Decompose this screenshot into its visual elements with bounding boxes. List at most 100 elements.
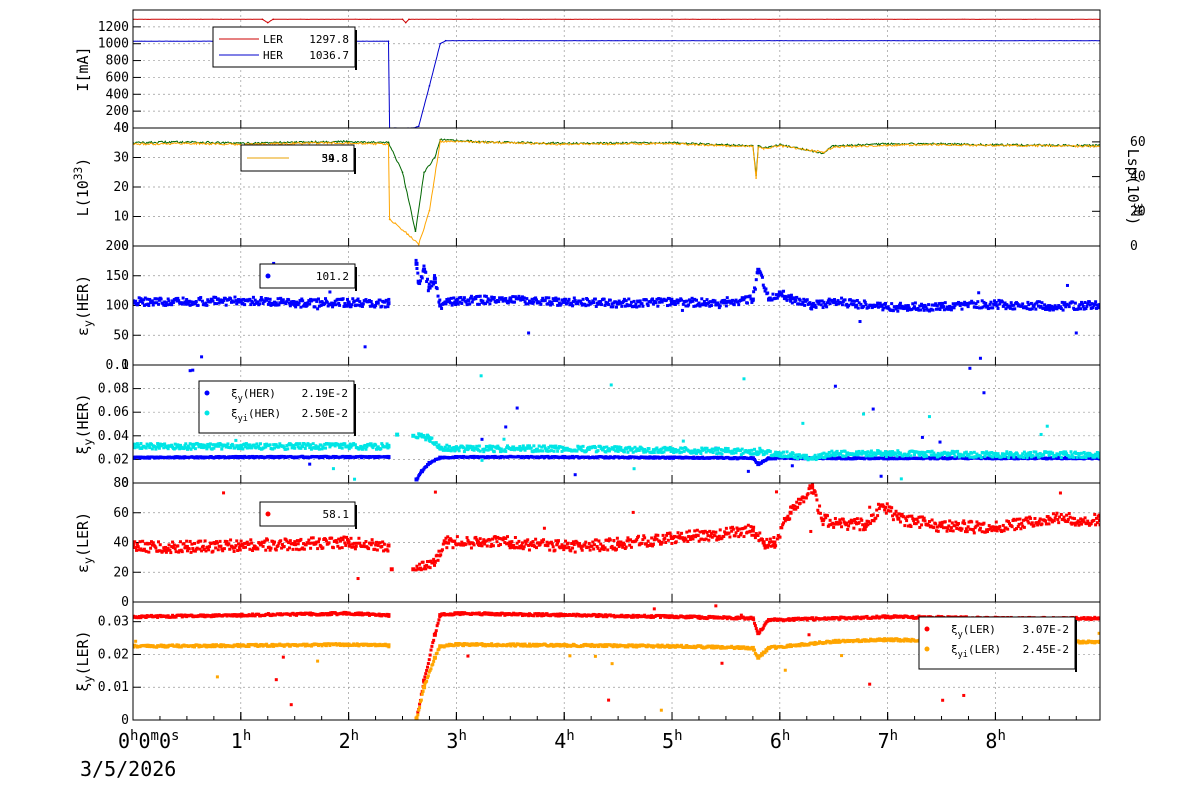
data-point xyxy=(844,298,847,301)
data-point xyxy=(809,530,812,533)
data-point-key xyxy=(670,456,674,460)
data-point xyxy=(228,548,231,551)
data-point xyxy=(597,539,600,542)
data-point xyxy=(855,450,858,453)
data-point xyxy=(1068,512,1071,515)
data-point-key xyxy=(293,542,297,546)
data-point xyxy=(504,297,507,300)
data-point xyxy=(882,306,885,309)
data-point xyxy=(802,454,805,457)
data-point xyxy=(603,298,606,301)
data-point xyxy=(141,540,144,543)
data-point xyxy=(437,550,440,553)
data-point xyxy=(172,301,175,304)
data-point xyxy=(859,303,862,306)
legend-series-value: 2.50E-2 xyxy=(302,407,348,420)
data-point xyxy=(611,545,614,548)
data-point xyxy=(655,301,658,304)
data-point xyxy=(607,303,610,306)
legend-shadow xyxy=(355,30,357,70)
data-point xyxy=(223,547,226,550)
data-point xyxy=(714,531,717,534)
y-axis-label: L(1033) xyxy=(72,158,92,217)
data-point xyxy=(810,307,813,310)
data-point xyxy=(200,549,203,552)
data-point xyxy=(357,298,360,301)
y-tick-label: 80 xyxy=(113,476,129,491)
data-point xyxy=(719,304,722,307)
data-point-key xyxy=(562,447,566,451)
data-point xyxy=(968,367,971,370)
data-point xyxy=(538,445,541,448)
data-point xyxy=(875,452,878,455)
data-point xyxy=(309,443,312,446)
data-point xyxy=(254,299,257,302)
data-point xyxy=(852,303,855,306)
series-2-point xyxy=(671,143,673,145)
data-point xyxy=(604,546,607,549)
data-point xyxy=(713,299,716,302)
data-point xyxy=(615,306,618,309)
data-point xyxy=(955,527,958,530)
data-point xyxy=(865,303,868,306)
data-point xyxy=(375,541,378,544)
data-point xyxy=(895,455,898,458)
data-point xyxy=(488,539,491,542)
data-point xyxy=(480,544,483,547)
data-point xyxy=(700,297,703,300)
data-point xyxy=(1009,307,1012,310)
data-point xyxy=(753,448,756,451)
data-point xyxy=(416,272,419,275)
data-point xyxy=(386,550,389,553)
data-point xyxy=(264,549,267,552)
data-point xyxy=(159,543,162,546)
data-point xyxy=(1093,513,1096,516)
data-point xyxy=(879,450,882,453)
y-tick-label: 40 xyxy=(113,536,129,551)
data-point xyxy=(899,302,902,305)
data-point xyxy=(928,520,931,523)
series-1-point xyxy=(408,18,410,20)
data-point xyxy=(862,305,865,308)
data-point xyxy=(741,448,744,451)
data-point-key xyxy=(386,455,390,459)
data-point xyxy=(227,542,230,545)
data-point xyxy=(216,542,219,545)
data-point xyxy=(609,538,612,541)
data-point xyxy=(870,450,873,453)
data-point xyxy=(791,464,794,467)
data-point-key xyxy=(411,567,415,571)
data-point xyxy=(630,546,633,549)
data-point xyxy=(685,531,688,534)
data-point xyxy=(643,536,646,539)
series-2-point xyxy=(388,40,390,42)
data-point xyxy=(556,450,559,453)
data-point xyxy=(338,547,341,550)
data-point xyxy=(433,274,436,277)
data-point xyxy=(157,540,160,543)
data-point xyxy=(842,455,845,458)
data-point xyxy=(386,305,389,308)
data-point xyxy=(244,546,247,549)
data-point xyxy=(795,501,798,504)
data-point xyxy=(1040,433,1043,436)
data-point xyxy=(380,305,383,308)
data-point-key xyxy=(444,541,448,545)
data-point-key xyxy=(756,450,760,454)
y-tick-label: 800 xyxy=(106,54,129,69)
data-point xyxy=(680,532,683,535)
data-point xyxy=(963,522,966,525)
data-point xyxy=(204,549,207,552)
data-point xyxy=(309,547,312,550)
data-point xyxy=(354,443,357,446)
data-point xyxy=(911,302,914,305)
data-point xyxy=(946,527,949,530)
y-tick-label: 200 xyxy=(106,239,129,254)
data-point xyxy=(973,451,976,454)
data-point xyxy=(1010,301,1013,304)
data-point xyxy=(677,531,680,534)
data-point xyxy=(923,517,926,520)
data-point-key xyxy=(993,453,997,457)
data-point xyxy=(418,563,421,566)
